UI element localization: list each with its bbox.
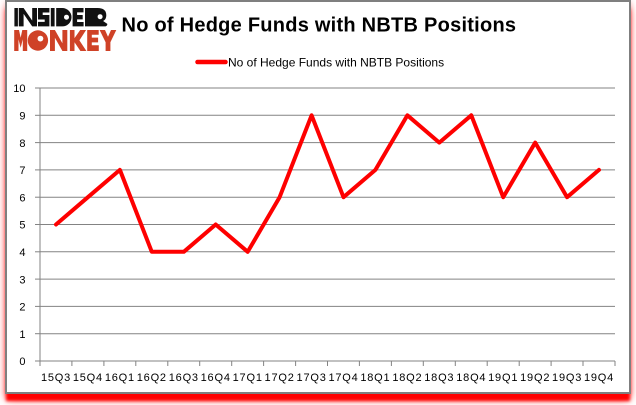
- svg-text:19Q3: 19Q3: [552, 372, 582, 384]
- svg-text:10: 10: [13, 83, 25, 95]
- svg-text:9: 9: [19, 111, 25, 123]
- svg-text:0: 0: [19, 356, 25, 368]
- svg-text:1: 1: [19, 329, 25, 341]
- svg-text:19Q2: 19Q2: [520, 372, 550, 384]
- svg-text:2: 2: [19, 302, 25, 314]
- svg-text:19Q1: 19Q1: [488, 372, 518, 384]
- svg-text:17Q3: 17Q3: [297, 372, 327, 384]
- svg-text:16Q2: 16Q2: [137, 372, 167, 384]
- svg-text:7: 7: [19, 165, 25, 177]
- svg-text:17Q2: 17Q2: [265, 372, 295, 384]
- svg-text:18Q2: 18Q2: [392, 372, 422, 384]
- svg-text:18Q3: 18Q3: [424, 372, 454, 384]
- svg-text:3: 3: [19, 274, 25, 286]
- svg-text:16Q3: 16Q3: [169, 372, 199, 384]
- svg-text:19Q4: 19Q4: [584, 372, 614, 384]
- svg-text:8: 8: [19, 138, 25, 150]
- svg-text:17Q1: 17Q1: [233, 372, 263, 384]
- svg-text:18Q4: 18Q4: [456, 372, 486, 384]
- svg-text:15Q3: 15Q3: [41, 372, 71, 384]
- svg-text:16Q1: 16Q1: [105, 372, 135, 384]
- svg-text:6: 6: [19, 192, 25, 204]
- svg-text:17Q4: 17Q4: [328, 372, 358, 384]
- svg-text:No of Hedge Funds with NBTB Po: No of Hedge Funds with NBTB Positions: [228, 56, 444, 70]
- svg-text:15Q4: 15Q4: [73, 372, 103, 384]
- svg-text:18Q1: 18Q1: [360, 372, 390, 384]
- svg-text:5: 5: [19, 220, 25, 232]
- svg-text:No of Hedge Funds with NBTB Po: No of Hedge Funds with NBTB Positions: [122, 15, 517, 37]
- svg-text:16Q4: 16Q4: [201, 372, 231, 384]
- svg-text:4: 4: [19, 247, 25, 259]
